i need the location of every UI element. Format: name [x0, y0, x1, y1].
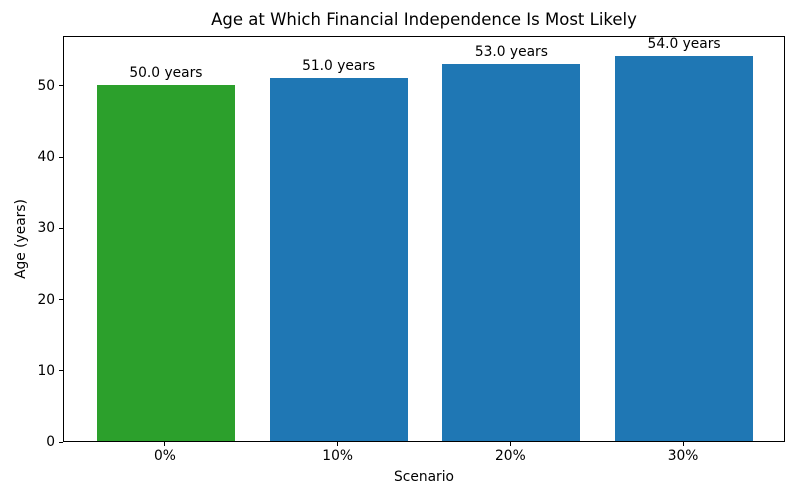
x-tick-label: 10% [322, 448, 353, 464]
bar-value-label: 53.0 years [474, 43, 548, 60]
x-tick-label: 30% [667, 448, 699, 464]
chart-title: Age at Which Financial Independence Is M… [211, 10, 637, 29]
bar-30% [615, 56, 754, 441]
plot-area: 50.0 years 51.0 years 53.0 years 54.0 years [63, 36, 785, 442]
bar-20% [442, 63, 581, 441]
y-axis-label: Age (years) [13, 199, 29, 279]
x-tick-mark [509, 442, 511, 446]
x-axis-label: Scenario [394, 469, 454, 485]
y-tick-mark [59, 156, 63, 158]
bar-value-label: 54.0 years [647, 36, 721, 53]
x-tick-label: 0% [153, 448, 176, 464]
y-tick-mark [59, 85, 63, 87]
y-tick-mark [59, 227, 63, 229]
bar-value-label: 51.0 years [302, 57, 376, 74]
x-tick-mark [164, 442, 166, 446]
x-tick-label: 20% [495, 448, 526, 464]
y-tick-mark [59, 299, 63, 301]
bar-value-label: 50.0 years [129, 64, 203, 81]
y-tick-label: 10 [37, 362, 55, 379]
y-tick-mark [59, 441, 63, 443]
y-tick-label: 40 [37, 149, 55, 166]
bar-0% [96, 84, 235, 441]
x-tick-mark [682, 442, 684, 446]
x-tick-mark [337, 442, 339, 446]
bar-10% [269, 77, 408, 441]
y-tick-mark [59, 370, 63, 372]
y-tick-label: 20 [37, 291, 55, 308]
y-tick-label: 50 [37, 77, 55, 94]
y-tick-label: 30 [37, 220, 55, 237]
y-tick-label: 0 [46, 434, 55, 450]
